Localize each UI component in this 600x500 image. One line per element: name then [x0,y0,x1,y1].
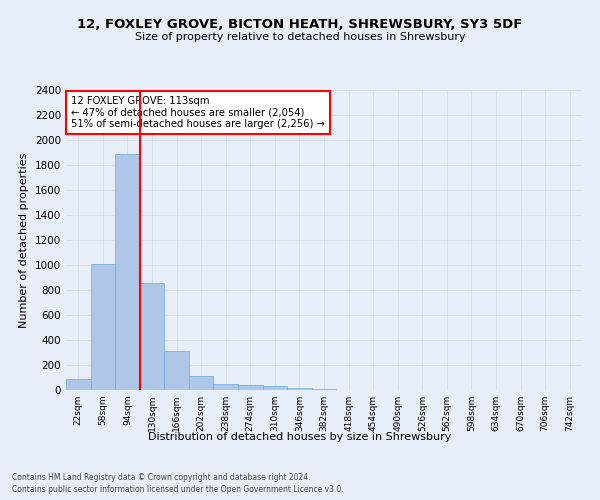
Bar [164,350,189,390]
Text: Contains HM Land Registry data © Crown copyright and database right 2024.: Contains HM Land Registry data © Crown c… [12,472,311,482]
Text: Size of property relative to detached houses in Shrewsbury: Size of property relative to detached ho… [134,32,466,42]
Bar [189,376,214,390]
Text: Contains public sector information licensed under the Open Government Licence v3: Contains public sector information licen… [12,485,344,494]
Bar [287,388,312,390]
Bar [238,385,263,390]
Y-axis label: Number of detached properties: Number of detached properties [19,152,29,328]
Bar [140,282,164,390]
Text: Distribution of detached houses by size in Shrewsbury: Distribution of detached houses by size … [148,432,452,442]
Bar [263,386,287,390]
Bar [214,384,238,390]
Bar [91,264,115,390]
Bar [115,154,140,390]
Text: 12 FOXLEY GROVE: 113sqm
← 47% of detached houses are smaller (2,054)
51% of semi: 12 FOXLEY GROVE: 113sqm ← 47% of detache… [71,96,325,129]
Text: 12, FOXLEY GROVE, BICTON HEATH, SHREWSBURY, SY3 5DF: 12, FOXLEY GROVE, BICTON HEATH, SHREWSBU… [77,18,523,30]
Bar [66,380,91,390]
Bar [312,389,336,390]
